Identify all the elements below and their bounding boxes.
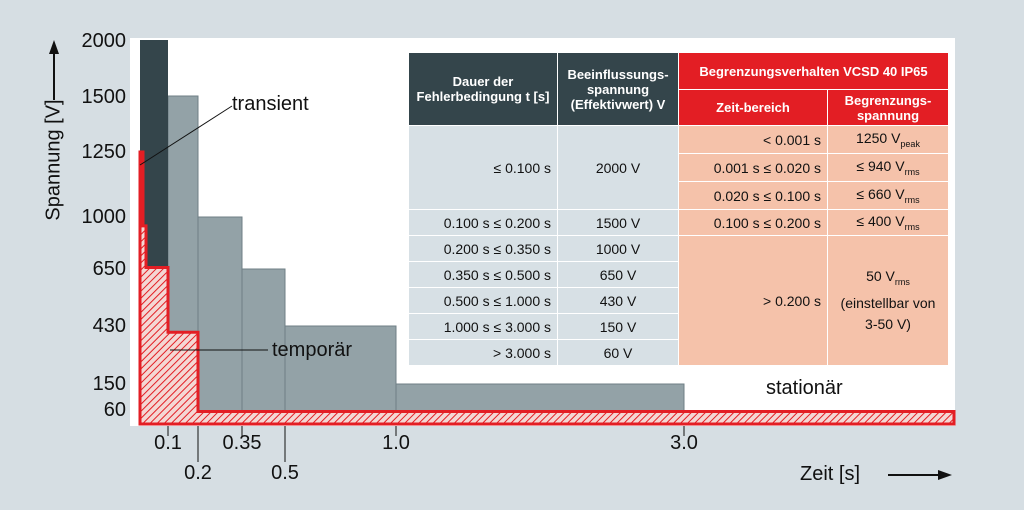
- y-tick-label: 1000: [81, 206, 127, 228]
- limit-table: Dauer der Fehlerbedingung t [s] Beeinflu…: [408, 52, 949, 366]
- cell-spannung: 1500 V: [557, 209, 679, 236]
- cell-spannung: 60 V: [557, 339, 679, 366]
- cell-spannung: 150 V: [557, 313, 679, 340]
- y-tick-label: 1500: [81, 86, 127, 108]
- x-tick-label: 0.35: [222, 432, 262, 454]
- annotation-temporaer: temporär: [272, 339, 353, 361]
- cell-dauer: ≤ 0.100 s: [408, 125, 558, 210]
- cell-zeit: 0.020 s ≤ 0.100 s: [678, 181, 828, 210]
- cell-zeit: 0.001 s ≤ 0.020 s: [678, 153, 828, 182]
- cell-limit: 1250 Vpeak: [827, 125, 949, 154]
- y-tick-label: 1250: [81, 141, 127, 163]
- x-tick-label: 0.1: [154, 432, 182, 454]
- y-axis-arrow-head: [49, 40, 59, 54]
- cell-spannung: 430 V: [557, 287, 679, 314]
- y-axis-label: Spannung [V]: [42, 99, 65, 221]
- header-begrenzung: Begrenzungsverhalten VCSD 40 IP65: [678, 52, 949, 90]
- voltage-step-bar: [284, 325, 397, 425]
- x-tick-label: 1.0: [382, 432, 410, 454]
- header-begrenzungsspannung: Begrenzungs-spannung: [827, 89, 949, 126]
- y-tick-label: 650: [92, 258, 126, 280]
- leader-transient: [139, 105, 233, 166]
- x-tick-label: 0.2: [184, 462, 212, 484]
- x-axis-arrow-head: [938, 470, 952, 480]
- cell-dauer: 0.200 s ≤ 0.350 s: [408, 235, 558, 262]
- annotation-stationaer: stationär: [766, 377, 843, 399]
- annotation-transient: transient: [232, 93, 309, 115]
- cell-spannung: 650 V: [557, 261, 679, 288]
- y-tick-label: 430: [92, 315, 126, 337]
- header-dauer: Dauer der Fehlerbedingung t [s]: [408, 52, 558, 126]
- limit-curve: [138, 150, 956, 426]
- x-tick-label: 0.5: [271, 462, 299, 484]
- cell-dauer: 0.350 s ≤ 0.500 s: [408, 261, 558, 288]
- cell-limit: ≤ 400 Vrms: [827, 209, 949, 236]
- cell-zeit: > 0.200 s: [678, 235, 828, 366]
- cell-dauer: 1.000 s ≤ 3.000 s: [408, 313, 558, 340]
- cell-dauer: 0.500 s ≤ 1.000 s: [408, 287, 558, 314]
- cell-spannung: 1000 V: [557, 235, 679, 262]
- x-axis-label: Zeit [s]: [800, 463, 861, 485]
- voltage-step-bar: [241, 268, 286, 425]
- x-tick-label: 3.0: [670, 432, 698, 454]
- y-tick-label: 2000: [81, 30, 127, 52]
- y-tick-label: 150: [92, 373, 126, 395]
- cell-limit: 50 Vrms (einstellbar von 3-50 V): [827, 235, 949, 366]
- cell-limit: ≤ 660 Vrms: [827, 181, 949, 210]
- y-tick-label: 60: [103, 399, 126, 421]
- voltage-step-bar: [197, 216, 243, 425]
- header-beeinflussung: Beeinflussungs-spannung (Effektivwert) V: [557, 52, 679, 126]
- cell-zeit: 0.100 s ≤ 0.200 s: [678, 209, 828, 236]
- cell-dauer: > 3.000 s: [408, 339, 558, 366]
- cell-limit: ≤ 940 Vrms: [827, 153, 949, 182]
- cell-spannung: 2000 V: [557, 125, 679, 210]
- cell-zeit: < 0.001 s: [678, 125, 828, 154]
- cell-dauer: 0.100 s ≤ 0.200 s: [408, 209, 558, 236]
- header-zeitbereich: Zeit-bereich: [678, 89, 828, 126]
